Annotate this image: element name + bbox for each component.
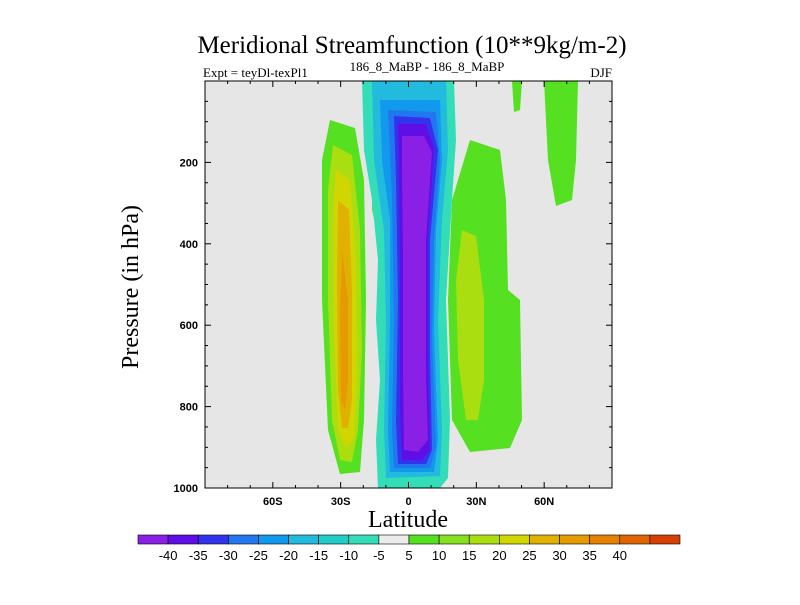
x-tick-label: 60S [263,496,283,508]
colorbar-label: 20 [492,548,506,563]
colorbar-label: -15 [309,548,328,563]
colorbar-swatch [197,534,229,545]
x-axis: 60S 30S 0 30N 60N [204,81,613,508]
colorbar-label: -35 [189,548,208,563]
y-axis: 200 400 600 800 1000 [174,80,612,495]
colorbar-swatch [378,534,410,545]
y-axis-title: Pressure (in hPa) [118,205,144,369]
y-tick-label: 800 [180,402,198,414]
y-tick-label: 200 [180,157,198,169]
y-tick-label: 1000 [174,483,198,495]
colorbar-swatch [529,534,560,545]
colorbar-label: 25 [522,548,536,563]
y-tick-label: 400 [180,239,198,251]
colorbar-swatch [468,534,500,545]
x-tick-label: 60N [534,496,554,508]
colorbar-swatch [559,534,590,545]
colorbar-label: 5 [405,548,412,563]
x-tick-label: 30S [331,496,351,508]
contour-north-thin [512,81,522,112]
colorbar-swatch [258,534,289,545]
colorbar-label: -10 [339,548,358,563]
colorbar-label: -40 [159,548,178,563]
colorbar-swatch [438,534,470,545]
colorbar-label: -5 [373,548,385,563]
experiment-label: Expt = teyDl-texPl1 [203,65,308,80]
colorbar-swatch [318,534,350,545]
contour-tropic-n35 [402,136,432,452]
x-tick-label: 30N [466,496,486,508]
y-tick-label: 600 [180,320,198,332]
colorbar-swatch [228,534,259,545]
colorbar-swatch [288,534,319,545]
colorbar-swatch [649,534,681,545]
contour-north-15 [456,230,484,420]
colorbar-swatch [589,534,621,545]
contour-far-north [544,81,578,206]
colorbar-swatch [619,534,651,545]
chart-title: Meridional Streamfunction (10**9kg/m-2) [197,32,626,59]
colorbar-swatch [137,534,169,545]
colorbar-label: -30 [219,548,238,563]
contour-south-30 [340,250,348,410]
colorbar-swatch [408,534,440,545]
x-tick-label: 0 [405,496,411,508]
colorbar: -40 -35 -30 -25 -20 -15 -10 -5 5 10 15 20 25 30 35 40 [137,534,681,563]
colorbar-swatch [167,534,199,545]
colorbar-label: 10 [432,548,446,563]
colorbar-label: 40 [613,548,627,563]
x-axis-title: Latitude [368,507,448,533]
contour-fills [322,81,578,488]
colorbar-label: -25 [249,548,268,563]
colorbar-swatch [499,534,530,545]
colorbar-label: 35 [582,548,596,563]
colorbar-label: 30 [552,548,566,563]
colorbar-label: -20 [279,548,298,563]
season-label: DJF [590,65,612,80]
comparison-label: 186_8_MaBP - 186_8_MaBP [350,59,505,74]
colorbar-label: 15 [462,548,476,563]
colorbar-swatch [348,534,380,545]
